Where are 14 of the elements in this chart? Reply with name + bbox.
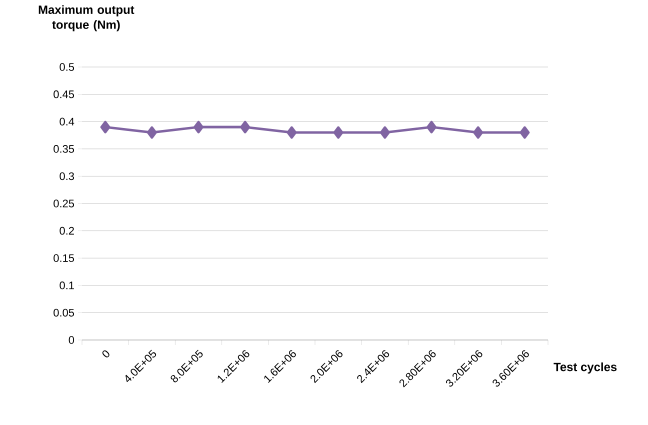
y-tick-label: 0.45: [54, 90, 74, 98]
y-tick-label: 0.35: [54, 145, 74, 153]
y-tick-label: 0: [68, 336, 74, 344]
y-axis-title: Maximum output torque (Nm): [38, 5, 134, 32]
y-tick-label: 0.1: [60, 282, 74, 290]
y-tick-label: 0.5: [60, 63, 74, 71]
y-tick-label: 0.25: [54, 200, 74, 208]
x-tick-label: 0: [102, 350, 110, 358]
y-tick-label: 0.4: [60, 118, 74, 126]
y-tick-label: 0.2: [60, 226, 74, 235]
y-tick-label: 0.3: [60, 172, 74, 180]
y-tick-label: 0.05: [54, 308, 74, 317]
y-tick-label: 0.15: [54, 254, 74, 262]
x-axis-title: Test cycles: [554, 362, 617, 374]
